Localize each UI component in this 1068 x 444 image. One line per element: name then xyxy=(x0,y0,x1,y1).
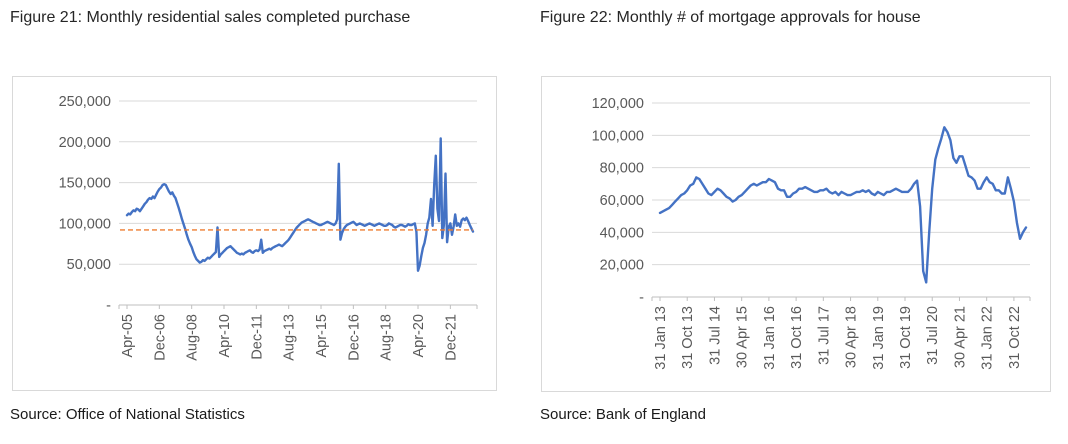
figure21-source: Source: Office of National Statistics xyxy=(10,406,245,423)
svg-text:30 Apr 18: 30 Apr 18 xyxy=(844,306,860,368)
svg-text:31 Oct 19: 31 Oct 19 xyxy=(898,306,914,369)
figure22-source: Source: Bank of England xyxy=(540,406,706,423)
svg-text:50,000: 50,000 xyxy=(67,257,111,273)
svg-text:60,000: 60,000 xyxy=(600,193,644,209)
svg-text:31 Jan 22: 31 Jan 22 xyxy=(980,306,996,370)
figure22-chart-panel: - 20,000 40,000 60,000 80,000 100,000 120,000 3… xyxy=(541,76,1051,392)
svg-text:Apr-10: Apr-10 xyxy=(217,314,233,358)
svg-text:31 Jan 16: 31 Jan 16 xyxy=(762,306,778,370)
svg-text:Dec-21: Dec-21 xyxy=(443,314,459,361)
svg-text:31 Oct 16: 31 Oct 16 xyxy=(789,306,805,369)
svg-text:31 Jul 17: 31 Jul 17 xyxy=(816,306,832,365)
svg-text:31 Jan 19: 31 Jan 19 xyxy=(871,306,887,370)
figure22-title: Figure 22: Monthly # of mortgage approva… xyxy=(540,9,921,26)
svg-text:40,000: 40,000 xyxy=(600,225,644,241)
svg-text:Dec-06: Dec-06 xyxy=(152,314,168,361)
svg-text:80,000: 80,000 xyxy=(600,161,644,177)
svg-text:31 Jul 14: 31 Jul 14 xyxy=(707,306,723,365)
svg-text:31 Jul 20: 31 Jul 20 xyxy=(925,306,941,365)
svg-text:31 Jan 13: 31 Jan 13 xyxy=(653,306,669,370)
svg-text:250,000: 250,000 xyxy=(59,94,111,110)
svg-text:120,000: 120,000 xyxy=(592,96,644,112)
svg-text:Apr-15: Apr-15 xyxy=(314,314,330,358)
svg-text:Apr-05: Apr-05 xyxy=(120,314,136,358)
svg-text:100,000: 100,000 xyxy=(592,128,644,144)
figure21-title: Figure 21: Monthly residential sales com… xyxy=(10,9,411,26)
figure21-line-chart: - 50,000 100,000 150,000 200,000 250,000 Apr-0… xyxy=(59,94,478,361)
svg-text:Dec-11: Dec-11 xyxy=(249,314,265,360)
svg-text:150,000: 150,000 xyxy=(59,176,111,192)
svg-text:Aug-08: Aug-08 xyxy=(185,314,201,361)
svg-text:-: - xyxy=(639,290,644,306)
svg-text:Aug-18: Aug-18 xyxy=(379,314,395,361)
figure22-line-chart: - 20,000 40,000 60,000 80,000 100,000 120,000 3… xyxy=(592,96,1031,370)
svg-text:20,000: 20,000 xyxy=(600,258,644,274)
svg-text:100,000: 100,000 xyxy=(59,216,111,232)
svg-text:Apr-20: Apr-20 xyxy=(411,314,427,358)
svg-text:Dec-16: Dec-16 xyxy=(346,314,362,361)
svg-text:31 Oct 22: 31 Oct 22 xyxy=(1007,306,1023,369)
svg-text:-: - xyxy=(106,298,111,314)
svg-text:200,000: 200,000 xyxy=(59,135,111,151)
svg-text:30 Apr 21: 30 Apr 21 xyxy=(952,306,968,368)
svg-text:30 Apr 15: 30 Apr 15 xyxy=(735,306,751,368)
figure21-chart-panel: - 50,000 100,000 150,000 200,000 250,000 Apr-0… xyxy=(12,76,497,391)
svg-text:Aug-13: Aug-13 xyxy=(282,314,298,361)
svg-text:31 Oct 13: 31 Oct 13 xyxy=(680,306,696,369)
